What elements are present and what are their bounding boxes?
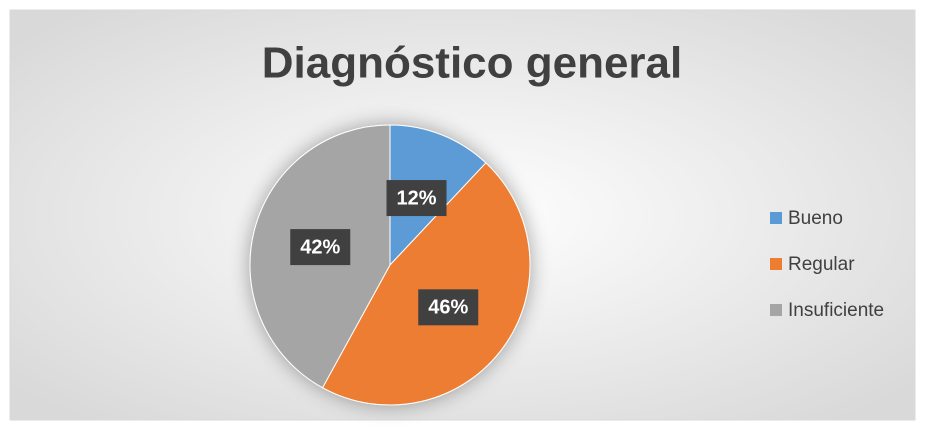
legend-swatch [770, 212, 782, 224]
legend-label: Bueno [788, 208, 843, 229]
legend-label: Insuficiente [788, 300, 884, 321]
data-label: 12% [396, 187, 436, 209]
data-label-box [290, 229, 351, 266]
legend-swatch [770, 304, 782, 316]
data-label-box [418, 289, 479, 326]
data-label-box [386, 180, 447, 217]
pie-slice [321, 162, 531, 406]
legend-label: Regular [788, 254, 855, 275]
data-label: 46% [428, 297, 468, 319]
legend-swatch [770, 258, 782, 270]
data-label: 42% [300, 236, 340, 258]
chart-title: Diagnóstico general [262, 39, 683, 88]
